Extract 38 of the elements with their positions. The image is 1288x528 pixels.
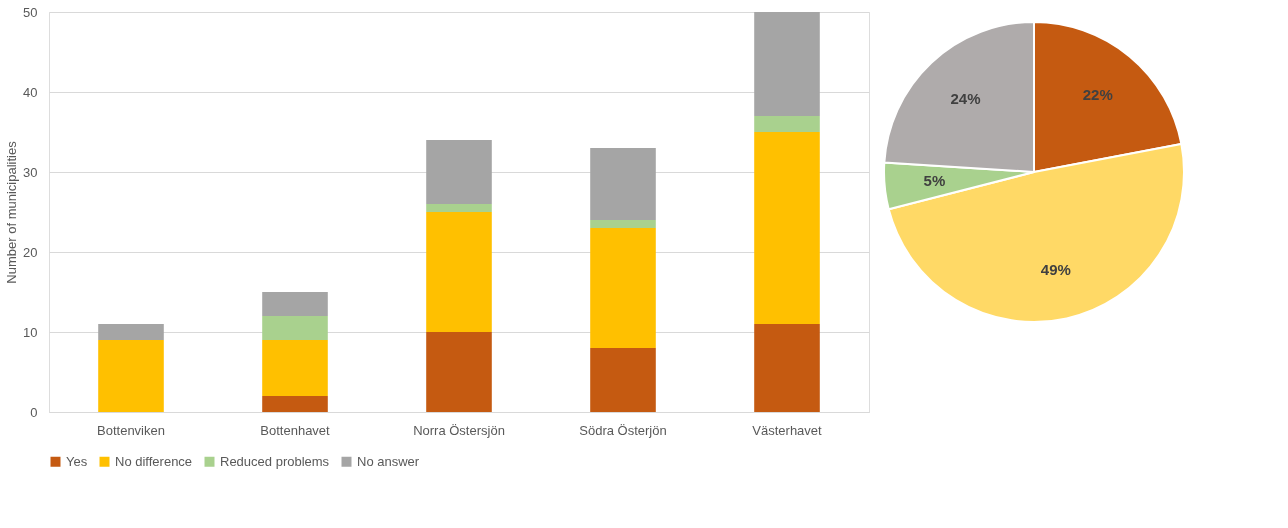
bar (754, 116, 820, 132)
data-label: 5% (923, 172, 946, 190)
bar (754, 132, 820, 324)
y-tick-label: 0 (30, 404, 38, 420)
data-label: 49% (1040, 260, 1071, 278)
bar (426, 212, 492, 332)
x-tick-label: Södra Österjön (579, 422, 667, 438)
data-label: 22% (1082, 85, 1113, 103)
bar (590, 228, 656, 348)
x-tick-label: Västerhavet (752, 422, 823, 438)
bar (262, 396, 328, 412)
bar (590, 148, 656, 220)
bar (98, 340, 164, 412)
y-tick-label: 50 (23, 4, 38, 20)
legend-label: No answer (357, 453, 420, 469)
y-tick-label: 20 (23, 244, 38, 260)
bar (262, 340, 328, 396)
bar (590, 348, 656, 412)
legend-label: Yes (66, 453, 88, 469)
bar (262, 292, 328, 316)
x-tick-label: Norra Östersjön (413, 422, 505, 438)
bar (754, 324, 820, 412)
y-axis-title: Number of municipalities (4, 140, 20, 284)
data-label: 24% (950, 90, 981, 108)
y-tick-label: 40 (23, 84, 38, 100)
bar (590, 220, 656, 228)
y-tick-label: 30 (23, 164, 38, 180)
bar (426, 204, 492, 212)
x-tick-label: Bottenviken (97, 422, 165, 438)
legend-label: No difference (115, 453, 193, 469)
y-tick-label: 10 (23, 324, 38, 340)
bar (426, 332, 492, 412)
bar (754, 12, 820, 116)
legend-label: Reduced problems (220, 453, 330, 469)
bar (98, 324, 164, 340)
bar (262, 316, 328, 340)
x-tick-label: Bottenhavet (260, 422, 331, 438)
bar (426, 140, 492, 204)
